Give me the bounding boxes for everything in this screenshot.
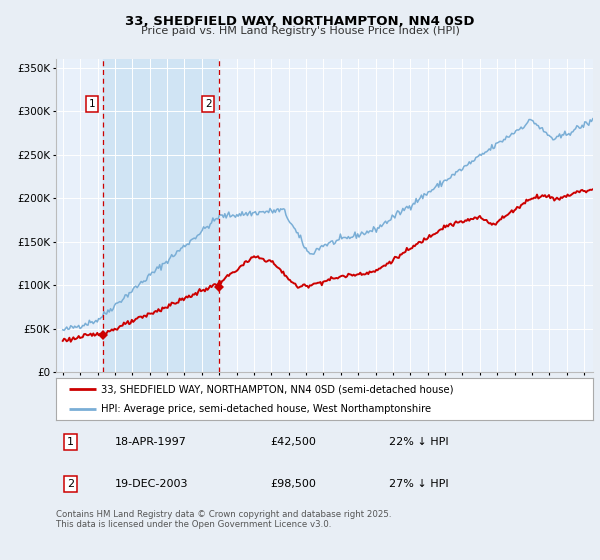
Text: 33, SHEDFIELD WAY, NORTHAMPTON, NN4 0SD: 33, SHEDFIELD WAY, NORTHAMPTON, NN4 0SD [125, 15, 475, 27]
Text: 1: 1 [67, 437, 74, 447]
Text: 1: 1 [89, 99, 95, 109]
Text: 19-DEC-2003: 19-DEC-2003 [115, 479, 188, 489]
Text: Contains HM Land Registry data © Crown copyright and database right 2025.
This d: Contains HM Land Registry data © Crown c… [56, 510, 391, 529]
Text: 18-APR-1997: 18-APR-1997 [115, 437, 187, 447]
Text: 2: 2 [67, 479, 74, 489]
Text: Price paid vs. HM Land Registry's House Price Index (HPI): Price paid vs. HM Land Registry's House … [140, 26, 460, 36]
Text: £42,500: £42,500 [271, 437, 316, 447]
Text: HPI: Average price, semi-detached house, West Northamptonshire: HPI: Average price, semi-detached house,… [101, 404, 431, 414]
Bar [103, 59, 218, 372]
Text: 33, SHEDFIELD WAY, NORTHAMPTON, NN4 0SD (semi-detached house): 33, SHEDFIELD WAY, NORTHAMPTON, NN4 0SD … [101, 384, 454, 394]
Text: 27% ↓ HPI: 27% ↓ HPI [389, 479, 448, 489]
Text: £98,500: £98,500 [271, 479, 316, 489]
Text: 2: 2 [205, 99, 212, 109]
Text: 22% ↓ HPI: 22% ↓ HPI [389, 437, 448, 447]
